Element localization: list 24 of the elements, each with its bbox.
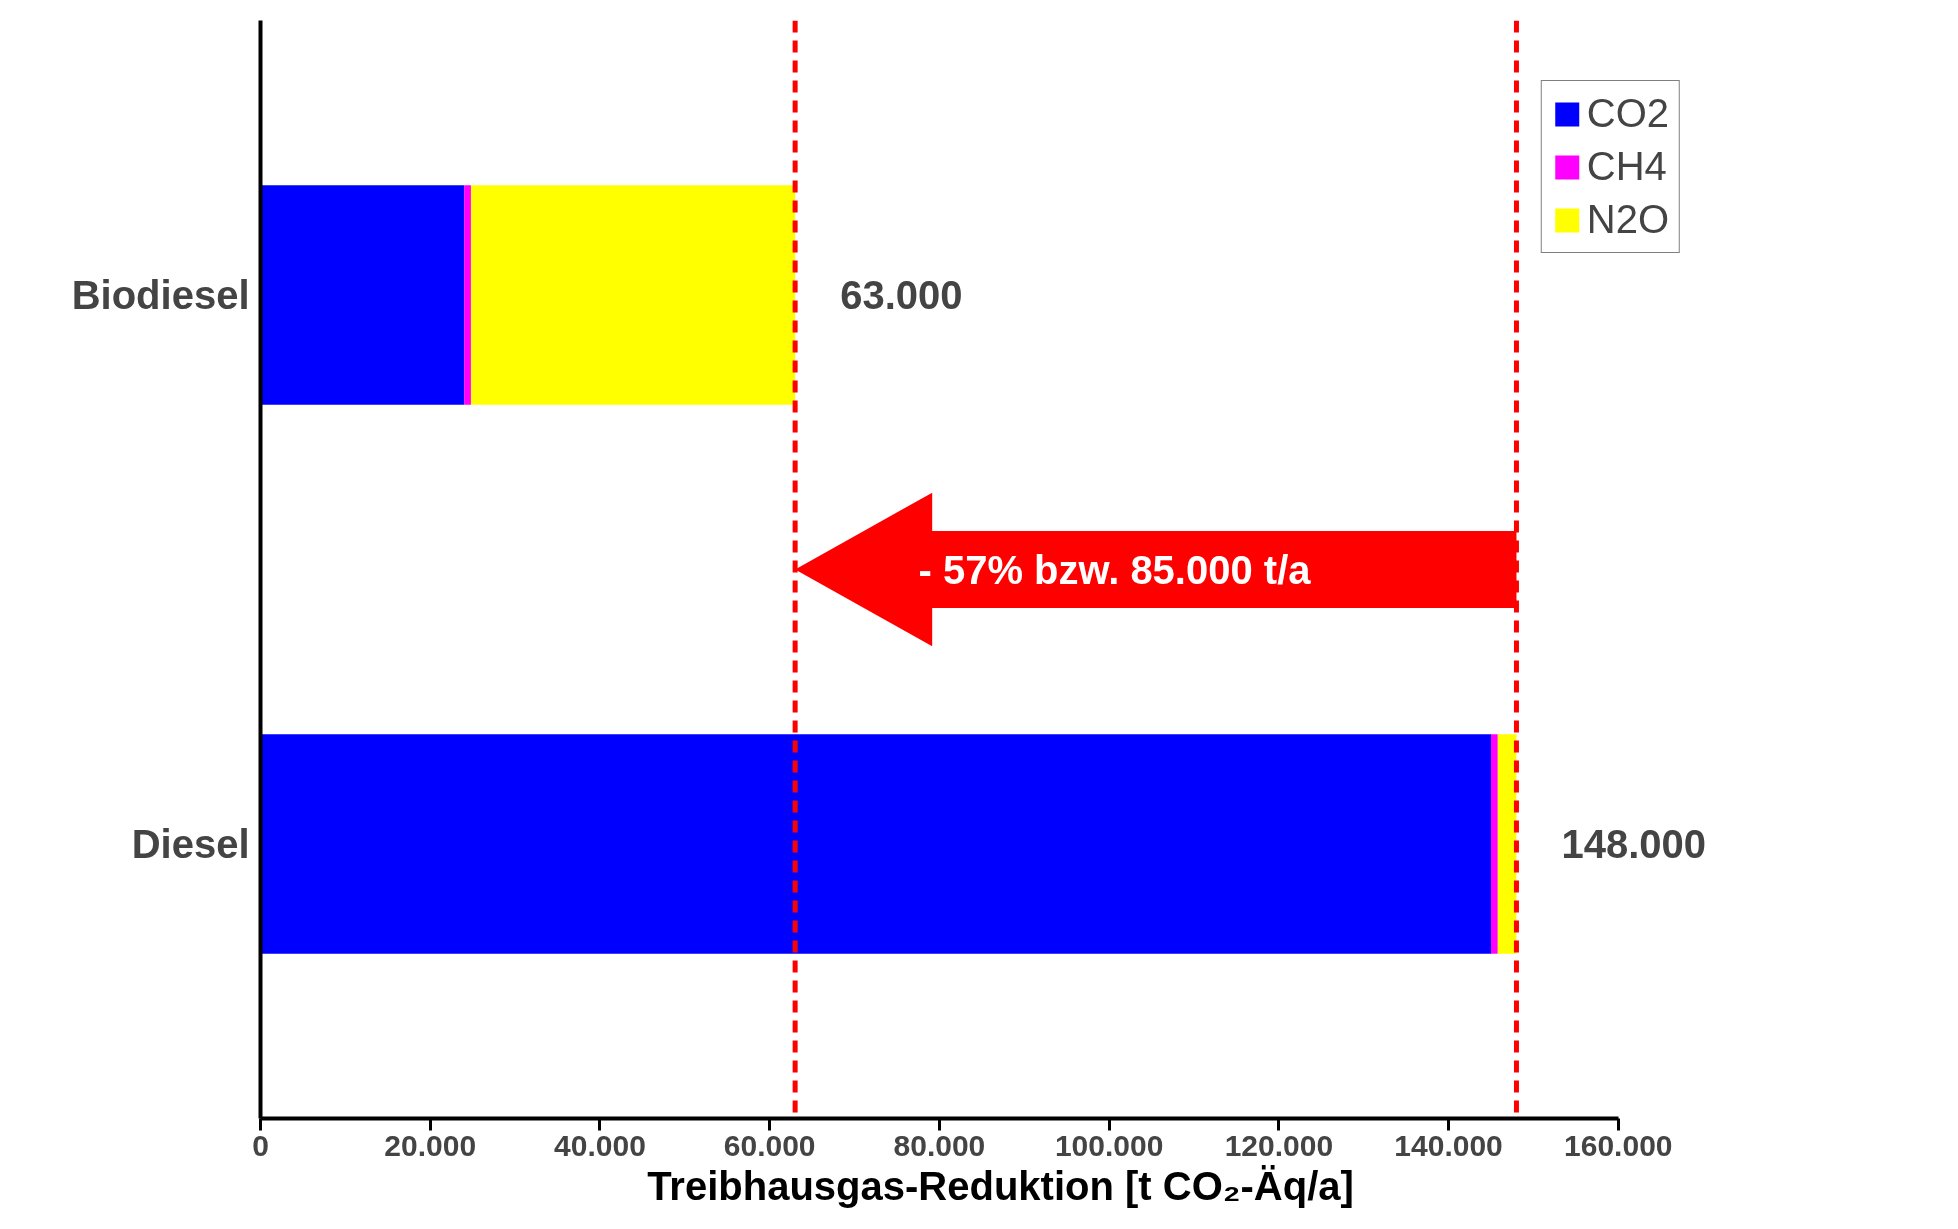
y-tick-label: Biodiesel <box>71 273 250 317</box>
x-tick-label: 140.000 <box>1394 1128 1503 1162</box>
x-tick-label: 40.000 <box>554 1128 646 1162</box>
y-tick-label: Diesel <box>131 822 250 866</box>
x-tick-label: 20.000 <box>384 1128 477 1162</box>
legend-label: CH4 <box>1586 144 1667 189</box>
bar <box>470 185 796 405</box>
x-tick-label: 0 <box>252 1128 269 1162</box>
legend-label: N2O <box>1586 197 1669 242</box>
bar <box>260 185 465 405</box>
x-tick-label: 60.000 <box>723 1128 816 1162</box>
bar <box>260 734 1491 954</box>
x-axis-title: Treibhausgas-Reduktion [t CO₂-Äq/a] <box>647 1163 1354 1208</box>
x-tick-label: 120.000 <box>1224 1128 1334 1162</box>
bar <box>1491 734 1498 954</box>
legend-label: CO2 <box>1586 91 1669 136</box>
x-tick-label: 160.000 <box>1564 1128 1673 1162</box>
bar <box>464 185 471 405</box>
total-label: 148.000 <box>1561 822 1707 866</box>
x-tick-label: 100.000 <box>1054 1128 1164 1162</box>
x-tick-label: 80.000 <box>893 1128 986 1162</box>
annotation: - 57% bzw. 85.000 t/a <box>918 547 1312 592</box>
bar <box>1497 734 1517 954</box>
total-label: 63.000 <box>840 273 963 317</box>
